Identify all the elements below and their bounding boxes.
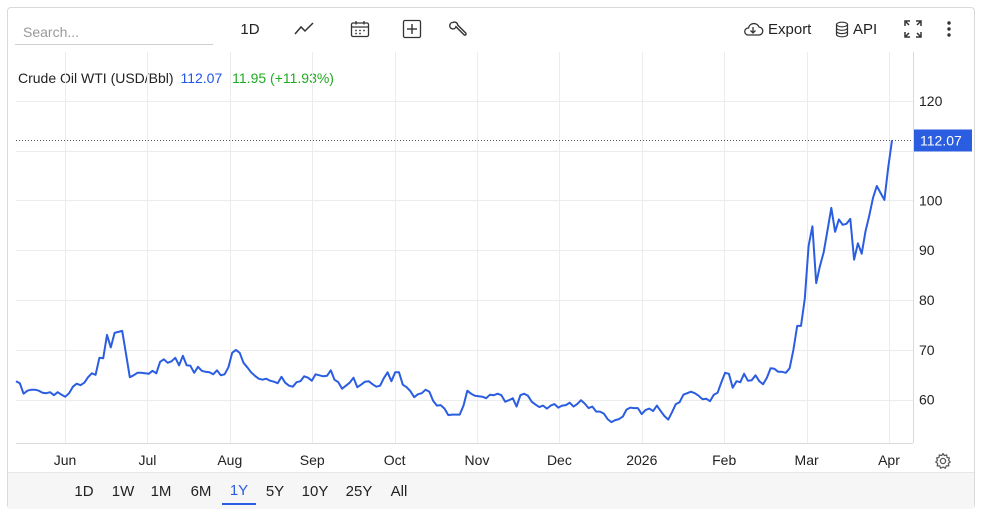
line-chart-icon[interactable]: [289, 16, 319, 42]
api-label: API: [853, 20, 878, 38]
series-layer: [15, 140, 893, 424]
export-button[interactable]: Export: [742, 16, 811, 42]
x-tick-label: Nov: [465, 452, 490, 468]
range-button-1y[interactable]: 1Y: [222, 477, 256, 505]
chart-grid: [16, 52, 913, 443]
fullscreen-icon[interactable]: [900, 16, 926, 42]
database-icon: [835, 21, 849, 37]
y-tick-label: 60: [919, 392, 935, 408]
range-button-10y[interactable]: 10Y: [301, 482, 329, 500]
last-price-badge: 112.07: [914, 129, 972, 152]
range-button-1w[interactable]: 1W: [111, 482, 135, 500]
range-button-all[interactable]: All: [390, 482, 408, 500]
x-tick-label: Sep: [300, 452, 325, 468]
calendar-icon[interactable]: [345, 16, 375, 42]
interval-button[interactable]: 1D: [240, 20, 260, 38]
y-axis-ticks: 60 70 80 90 100 120: [919, 93, 943, 408]
last-price-label: 112.07: [920, 133, 962, 149]
range-bar: [8, 472, 974, 509]
y-tick-label: 120: [919, 93, 943, 109]
last-price: 112.07: [180, 70, 223, 86]
x-tick-label: Jul: [138, 452, 156, 468]
range-button-25y[interactable]: 25Y: [345, 482, 373, 500]
y-tick-label: 80: [919, 292, 935, 308]
chart-settings-icon[interactable]: [930, 448, 956, 474]
cloud-download-icon: [744, 22, 764, 36]
x-tick-label: Mar: [795, 452, 819, 468]
x-tick-label: Jun: [54, 452, 77, 468]
range-button-5y[interactable]: 5Y: [265, 482, 285, 500]
y-tick-label: 100: [919, 192, 943, 208]
x-tick-label: Aug: [217, 452, 242, 468]
more-vertical-icon[interactable]: [938, 16, 960, 42]
price-change: 11.95 (+11.93%): [232, 70, 334, 86]
x-tick-label: Dec: [547, 452, 572, 468]
y-tick-label: 90: [919, 242, 935, 258]
range-button-6m[interactable]: 6M: [190, 482, 212, 500]
chart-legend: Crude Oil WTI (USD/Bbl) 112.07 11.95 (+1…: [18, 70, 334, 86]
api-button[interactable]: API: [835, 16, 877, 42]
y-tick-label: 70: [919, 342, 935, 358]
wrench-icon[interactable]: [443, 16, 473, 42]
last-price-badge-bg: [914, 129, 972, 152]
search-input[interactable]: [15, 19, 213, 45]
range-button-1d[interactable]: 1D: [74, 482, 94, 500]
x-tick-label: Feb: [712, 452, 736, 468]
instrument-name: Crude Oil WTI (USD/Bbl): [18, 70, 174, 86]
x-tick-label: Oct: [384, 452, 406, 468]
series-line: [15, 140, 893, 424]
add-indicator-icon[interactable]: [397, 16, 427, 42]
x-axis-ticks: Jun Jul Aug Sep Oct Nov Dec 2026 Feb Mar Apr: [54, 452, 901, 468]
export-label: Export: [768, 20, 812, 38]
x-tick-label: Apr: [878, 452, 900, 468]
range-button-1m[interactable]: 1M: [150, 482, 172, 500]
x-tick-label: 2026: [626, 452, 657, 468]
